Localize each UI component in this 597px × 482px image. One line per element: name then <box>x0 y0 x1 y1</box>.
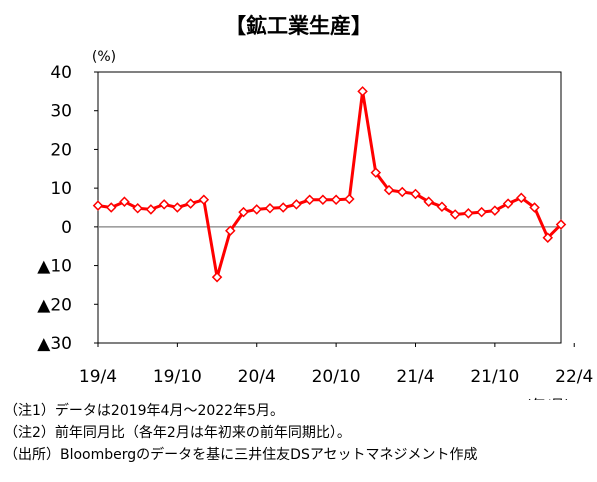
y-tick-label: ▲20 <box>37 295 72 315</box>
data-point <box>396 186 408 198</box>
data-point <box>489 205 501 216</box>
line-chart: (%) 40 30 20 10 0 ▲10 ▲20 ▲30 19/4 19/10 20/4 20/10 2… <box>37 49 593 400</box>
data-point <box>92 200 104 211</box>
y-tick-label: 10 <box>50 179 72 199</box>
x-tick-label: 19/4 <box>79 367 117 387</box>
y-tick-label: ▲10 <box>37 257 72 277</box>
data-point <box>185 198 196 209</box>
data-point <box>344 193 355 205</box>
data-point <box>423 196 434 207</box>
x-tick-label: 21/4 <box>396 367 434 387</box>
footnote-2: （注2）前年同月比（各年2月は年初来の前年同期比）。 <box>4 425 351 441</box>
data-point <box>529 202 540 213</box>
x-tick-label: 19/10 <box>153 367 202 387</box>
y-tick-label: 40 <box>50 63 72 83</box>
x-tick-label: 20/4 <box>238 367 276 387</box>
data-point <box>238 206 249 218</box>
data-point <box>145 204 157 215</box>
footnote-1: （注1）データは2019年4月～2022年5月。 <box>4 403 284 419</box>
data-point <box>158 199 170 210</box>
data-point <box>436 201 448 212</box>
footnote-source: （出所）Bloombergのデータを基に三井住友DSアセットマネジメント作成 <box>4 447 478 463</box>
data-point <box>502 198 514 209</box>
data-point <box>357 86 368 97</box>
data-point <box>264 203 276 214</box>
data-point <box>198 194 210 206</box>
y-tick-label: ▲30 <box>37 334 72 354</box>
series-line <box>97 89 563 279</box>
data-point <box>317 194 329 206</box>
data-point <box>383 184 395 196</box>
data-point <box>330 194 342 206</box>
footnotes: （注1）データは2019年4月～2022年5月。 （注2）前年同月比（各年2月は… <box>4 400 478 466</box>
data-point <box>291 199 302 210</box>
data-point <box>555 219 567 230</box>
data-point <box>449 209 461 220</box>
data-point <box>542 232 554 243</box>
y-tick-label: 30 <box>50 102 72 122</box>
data-point <box>211 271 223 283</box>
data-point <box>370 167 382 178</box>
data-point <box>476 206 487 218</box>
y-tick-label: 0 <box>61 218 72 238</box>
data-point <box>251 204 263 215</box>
data-point <box>304 194 315 206</box>
chart-title: 【鉱工業生産】 <box>225 14 372 38</box>
data-point <box>225 225 236 236</box>
data-point <box>277 202 289 213</box>
plot-area <box>97 71 562 344</box>
y-axis-unit: (%) <box>92 49 116 65</box>
y-tick-label: 20 <box>50 140 72 160</box>
data-point <box>172 202 183 213</box>
data-point <box>105 202 117 213</box>
data-point <box>410 188 421 200</box>
data-point <box>516 192 527 204</box>
x-tick-label: 22/4 <box>555 367 593 387</box>
x-tick-label: 20/10 <box>312 367 361 387</box>
data-point <box>132 203 143 214</box>
x-axis-unit: (年/月) <box>526 398 570 400</box>
data-point <box>119 196 130 207</box>
data-point <box>463 208 474 219</box>
x-tick-label: 21/10 <box>470 367 519 387</box>
